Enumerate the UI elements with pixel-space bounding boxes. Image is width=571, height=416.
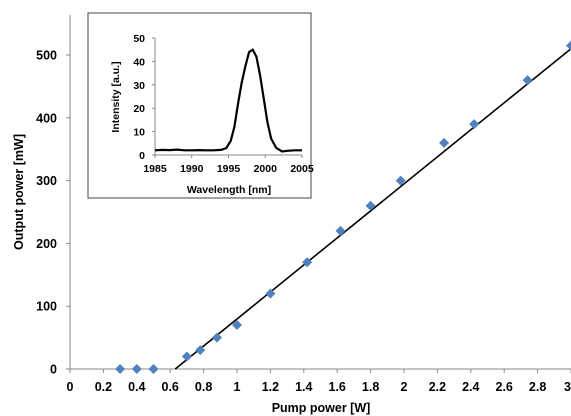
inset-y-tick-label: 10 [133,127,145,139]
main-x-tick-label: 2.4 [462,380,479,394]
main-x-tick-label: 2.8 [529,380,546,394]
inset-x-tick-label: 2005 [290,163,314,175]
main-y-axis-label: Output power [mW] [12,134,26,250]
inset-y-tick-label: 50 [133,33,145,45]
inset-y-tick-label: 0 [139,150,145,162]
data-point [365,200,376,211]
inset-y-tick-label: 20 [133,103,145,115]
data-points [115,40,571,374]
main-x-tick-label: 1.4 [295,380,312,394]
main-x-tick-label: 1.2 [262,380,279,394]
data-point [439,137,450,148]
data-point [131,364,142,374]
spectrum-line [154,48,302,153]
main-y-tick-label: 300 [36,174,57,188]
inset-y-tick-label: 40 [133,56,145,68]
main-x-axis-label: Pump power [W] [272,401,371,415]
main-x-tick-label: 2 [401,380,408,394]
linear-fit-line [174,48,571,370]
inset-x-tick-label: 2000 [254,163,278,175]
data-point [195,345,206,356]
main-y-tick-label: 200 [36,237,57,251]
inset-y-tick-label: 30 [133,80,145,92]
inset-y-axis-label: Intensity [a.u.] [110,61,122,132]
data-point [211,332,222,343]
data-point [148,364,159,374]
main-x-tick-label: 1 [234,380,241,394]
main-x-tick-label: 1.8 [362,380,379,394]
inset-x-tick-label: 1995 [217,163,241,175]
main-x-tick-label: 0.2 [95,380,112,394]
inset-chart: 0 10 20 30 40 50 1985 1990 1995 2000 2005 Wavelen… [87,12,314,199]
main-x-tick-label: 2.6 [496,380,513,394]
data-point [181,351,192,362]
main-x-ticks: 0 0.2 0.4 0.6 0.8 1 1.2 1.4 1.6 1.8 2 2.2 2.4 2.6 2.8 3 [67,369,571,394]
data-point [302,257,313,268]
data-point [335,225,346,236]
main-y-tick-label: 500 [36,49,57,63]
main-y-tick-label: 0 [50,363,57,377]
main-x-tick-label: 0.4 [128,380,145,394]
main-y-ticks: 0 100 200 300 400 500 [36,49,70,377]
data-point [115,364,126,374]
main-x-tick-label: 0.8 [195,380,212,394]
main-x-tick-label: 3 [564,380,571,394]
data-point [522,75,533,86]
inset-x-ticks: 1985 1990 1995 2000 2005 [143,155,314,175]
inset-frame [87,12,312,199]
main-x-tick-label: 0 [67,380,74,394]
data-point [265,288,276,299]
main-x-tick-label: 0.6 [162,380,179,394]
inset-x-tick-label: 1985 [143,163,167,175]
main-y-tick-label: 100 [36,300,57,314]
data-point [395,175,406,186]
data-point [566,40,571,51]
main-x-tick-label: 1.6 [329,380,346,394]
data-point [232,320,242,331]
data-point [469,119,480,130]
main-x-tick-label: 2.2 [429,380,446,394]
main-y-tick-label: 400 [36,111,57,125]
inset-x-tick-label: 1990 [180,163,204,175]
inset-x-axis-label: Wavelength [nm] [187,184,271,196]
